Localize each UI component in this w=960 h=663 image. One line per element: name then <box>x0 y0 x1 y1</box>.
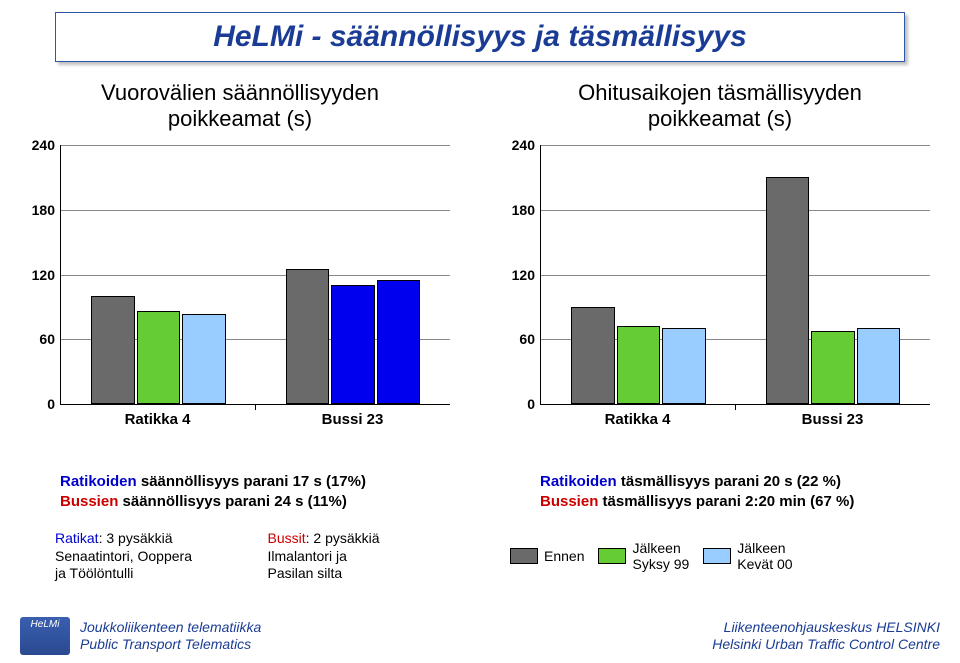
legend-swatch-icon <box>703 548 731 564</box>
footer-right-l1: Liikenteenohjauskeskus HELSINKI <box>712 619 940 636</box>
y-tick-label: 180 <box>512 202 535 218</box>
legend: Ennen JälkeenSyksy 99 JälkeenKevät 00 <box>480 540 960 572</box>
bar <box>766 177 810 404</box>
bar <box>811 331 855 404</box>
x-axis-label: Bussi 23 <box>735 405 930 428</box>
y-tick-label: 240 <box>512 137 535 153</box>
result-right-rest1: täsmällisyys parani 20 s (22 %) <box>617 473 841 490</box>
bar-group <box>736 145 931 404</box>
bar-group <box>61 145 256 404</box>
stops-ratikat-l2: Senaatintori, Ooppera <box>55 548 268 566</box>
stops-ratikat-rest: : 3 pysäkkiä <box>99 530 173 546</box>
result-right: Ratikoiden täsmällisyys parani 20 s (22 … <box>480 472 960 511</box>
stops-bussit-key: Bussit <box>268 530 306 546</box>
results-row: Ratikoiden säännöllisyys parani 17 s (17… <box>0 472 960 511</box>
x-axis-label: Ratikka 4 <box>60 405 255 428</box>
stops-row: Ratikat: 3 pysäkkiä Senaatintori, Oopper… <box>0 530 960 583</box>
y-tick-label: 180 <box>32 202 55 218</box>
legend-item: Ennen <box>510 548 584 564</box>
legend-swatch-icon <box>598 548 626 564</box>
footer-left: Joukkoliikenteen telematiikka Public Tra… <box>80 619 712 653</box>
result-right-rest2: täsmällisyys parani 2:20 min (67 %) <box>598 493 854 510</box>
legend-label: JälkeenSyksy 99 <box>632 540 689 572</box>
bar-group <box>541 145 736 404</box>
footer: HeLMi Joukkoliikenteen telematiikka Publ… <box>0 615 960 663</box>
title-frame: HeLMi - säännöllisyys ja täsmällisyys <box>55 12 905 62</box>
x-axis-label: Ratikka 4 <box>540 405 735 428</box>
y-tick-label: 60 <box>39 331 55 347</box>
legend-item: JälkeenSyksy 99 <box>598 540 689 572</box>
bar <box>182 314 226 404</box>
result-left-rest2: säännöllisyys parani 24 s (11%) <box>118 493 346 510</box>
stops-bussit-rest: : 2 pysäkkiä <box>306 530 380 546</box>
bar <box>286 269 330 404</box>
stops-bussit-l2: Ilmalantori ja <box>268 548 481 566</box>
bar <box>91 296 135 404</box>
bar <box>137 311 181 404</box>
chart-left: 060120180240 <box>60 145 450 405</box>
group-separator <box>735 404 736 410</box>
y-tick-label: 240 <box>32 137 55 153</box>
subtitle-right: Ohitusaikojen täsmällisyydenpoikkeamat (… <box>480 80 960 133</box>
footer-right-l2: Helsinki Urban Traffic Control Centre <box>712 636 940 653</box>
result-left-rest1: säännöllisyys parani 17 s (17%) <box>137 473 366 490</box>
y-tick-label: 120 <box>512 267 535 283</box>
bar-group <box>256 145 451 404</box>
charts-row: 060120180240 Ratikka 4Bussi 23 060120180… <box>0 145 960 455</box>
bar <box>571 307 615 404</box>
helmi-logo-icon: HeLMi <box>20 617 70 655</box>
bar <box>377 280 421 404</box>
y-tick-label: 0 <box>47 396 55 412</box>
slide: HeLMi - säännöllisyys ja täsmällisyys Vu… <box>0 0 960 663</box>
stops-col-bussit: Bussit: 2 pysäkkiä Ilmalantori ja Pasila… <box>268 530 481 583</box>
x-axis-label: Bussi 23 <box>255 405 450 428</box>
bar <box>331 285 375 404</box>
legend-label: JälkeenKevät 00 <box>737 540 792 572</box>
footer-left-l2: Public Transport Telematics <box>80 636 712 653</box>
footer-right: Liikenteenohjauskeskus HELSINKI Helsinki… <box>712 619 940 653</box>
chart-right-wrap: 060120180240 Ratikka 4Bussi 23 <box>480 145 960 455</box>
bar <box>857 328 901 404</box>
result-left-key1: Ratikoiden <box>60 473 137 490</box>
y-tick-label: 0 <box>527 396 535 412</box>
y-tick-label: 120 <box>32 267 55 283</box>
stops-ratikat-l3: ja Töölöntulli <box>55 565 268 583</box>
result-left-key2: Bussien <box>60 493 118 510</box>
stops-col-ratikat: Ratikat: 3 pysäkkiä Senaatintori, Oopper… <box>55 530 268 583</box>
subtitles-row: Vuorovälien säännöllisyydenpoikkeamat (s… <box>0 80 960 133</box>
legend-item: JälkeenKevät 00 <box>703 540 792 572</box>
legend-label: Ennen <box>544 548 584 564</box>
y-tick-label: 60 <box>519 331 535 347</box>
result-right-key2: Bussien <box>540 493 598 510</box>
plot-area <box>61 145 450 404</box>
legend-swatch-icon <box>510 548 538 564</box>
chart-right: 060120180240 <box>540 145 930 405</box>
chart-left-wrap: 060120180240 Ratikka 4Bussi 23 <box>0 145 480 455</box>
plot-area <box>541 145 930 404</box>
stops-left: Ratikat: 3 pysäkkiä Senaatintori, Oopper… <box>0 530 480 583</box>
group-separator <box>255 404 256 410</box>
stops-bussit-l3: Pasilan silta <box>268 565 481 583</box>
stops-ratikat-key: Ratikat <box>55 530 99 546</box>
result-left: Ratikoiden säännöllisyys parani 17 s (17… <box>0 472 480 511</box>
page-title: HeLMi - säännöllisyys ja täsmällisyys <box>213 20 747 54</box>
result-right-key1: Ratikoiden <box>540 473 617 490</box>
bar <box>617 326 661 404</box>
bar <box>662 328 706 404</box>
subtitle-left: Vuorovälien säännöllisyydenpoikkeamat (s… <box>0 80 480 133</box>
footer-left-l1: Joukkoliikenteen telematiikka <box>80 619 712 636</box>
